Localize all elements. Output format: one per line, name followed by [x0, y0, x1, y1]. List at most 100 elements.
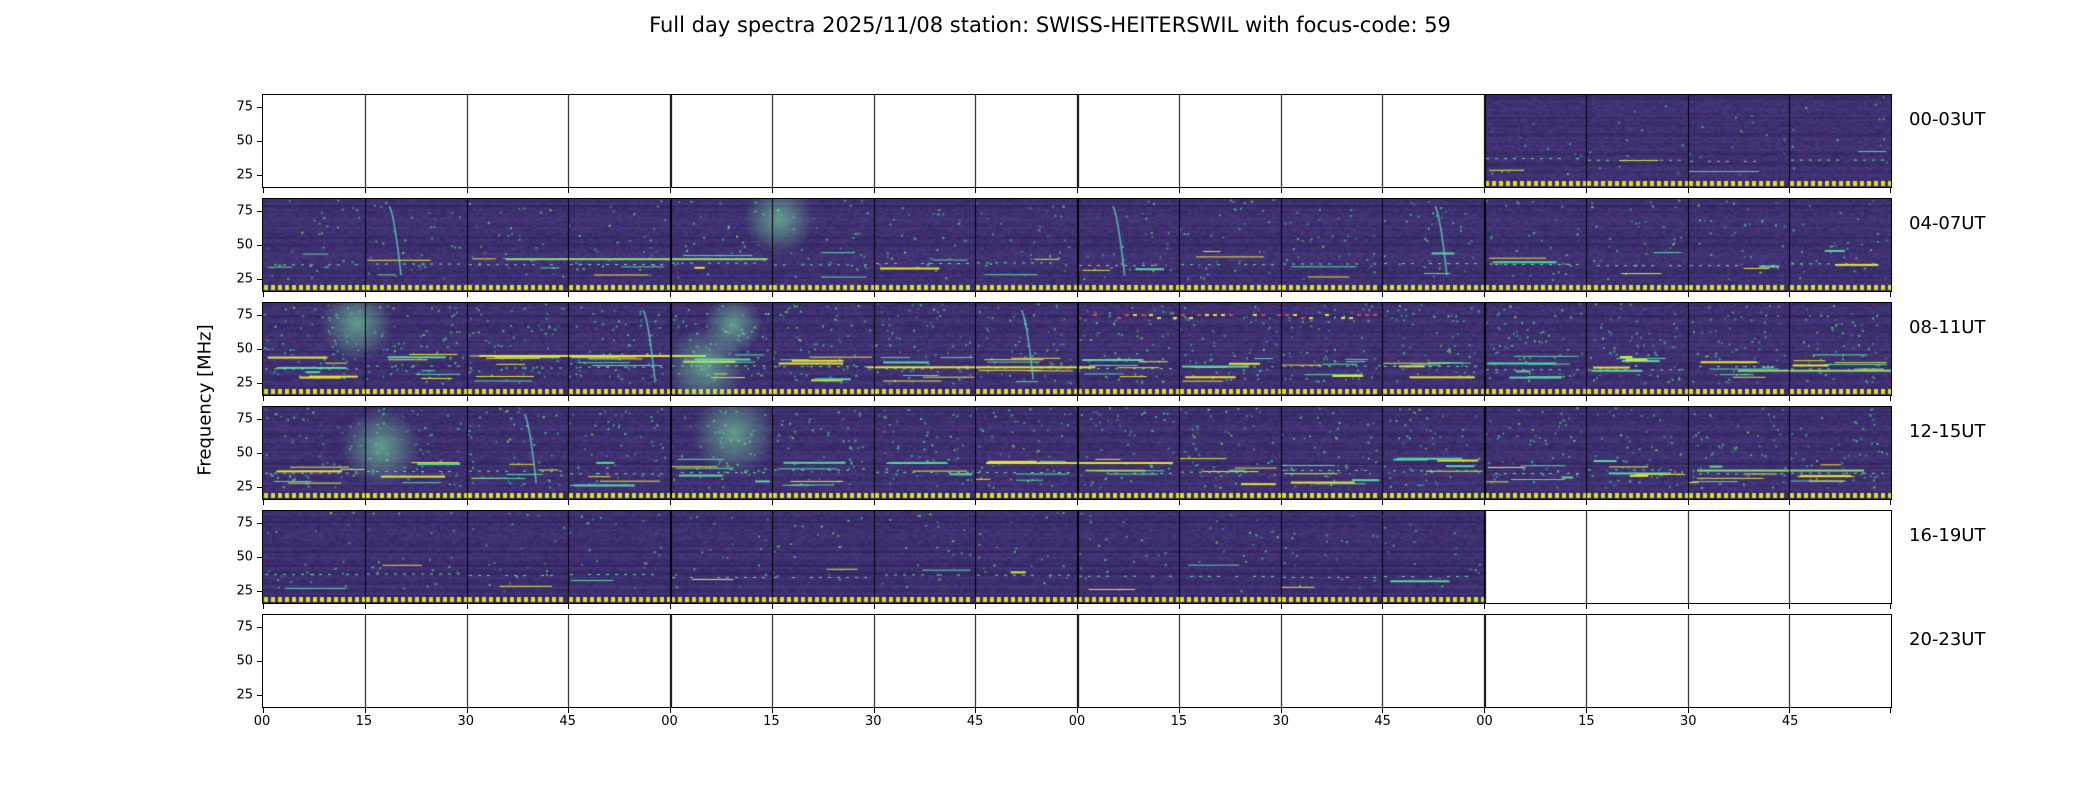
x-tick-mark	[568, 708, 569, 713]
x-tick-mark	[772, 500, 773, 505]
x-tick-mark	[670, 292, 671, 297]
x-tick-label: 45	[1374, 714, 1391, 729]
x-tick-mark	[1890, 396, 1891, 401]
x-tick-mark	[568, 500, 569, 505]
y-tick-label: 50	[236, 445, 253, 461]
y-tick-label: 25	[236, 375, 253, 391]
y-tick-mark	[257, 383, 262, 384]
row-time-range-label: 20-23UT	[1909, 629, 1986, 650]
x-tick-mark	[365, 292, 366, 297]
x-tick-mark	[874, 604, 875, 609]
x-tick-mark	[1688, 188, 1689, 193]
x-tick-mark	[1789, 604, 1790, 609]
x-tick-mark	[1077, 708, 1078, 713]
x-tick-mark	[365, 396, 366, 401]
spectrogram-canvas	[263, 303, 1891, 395]
x-tick-mark	[772, 396, 773, 401]
spectrogram-row: 75 50 25 04-07UT	[236, 198, 1985, 297]
x-axis-tick-labels: 00 15 30 45 00 15 30 45 00 15 30 45 00 15 30 45	[254, 714, 1892, 734]
y-tick-label: 75	[236, 619, 253, 635]
x-tick-mark	[772, 188, 773, 193]
y-tick-label: 25	[236, 271, 253, 287]
x-tick-mark	[1179, 292, 1180, 297]
x-tick-mark	[975, 500, 976, 505]
x-tick-mark	[1382, 500, 1383, 505]
x-tick-mark	[1484, 604, 1485, 609]
x-tick-mark	[670, 396, 671, 401]
x-tick-mark	[1484, 292, 1485, 297]
x-tick-mark	[1382, 396, 1383, 401]
y-tick-label: 75	[236, 99, 253, 115]
row-time-range-label: 08-11UT	[1909, 317, 1986, 338]
spectrogram-canvas	[263, 199, 1891, 291]
x-tick-label: 00	[661, 714, 678, 729]
y-tick-mark	[257, 141, 262, 142]
row-time-range-label: 00-03UT	[1909, 109, 1986, 130]
x-tick-mark	[1890, 708, 1891, 713]
x-tick-mark	[1281, 188, 1282, 193]
x-tick-mark	[772, 604, 773, 609]
x-tick-mark	[975, 292, 976, 297]
spectrogram-canvas	[263, 511, 1891, 603]
y-tick-label: 50	[236, 237, 253, 253]
x-tick-mark	[1586, 396, 1587, 401]
x-tick-mark	[1179, 188, 1180, 193]
y-tick-mark	[257, 557, 262, 558]
x-tick-mark	[1789, 500, 1790, 505]
x-tick-mark	[467, 292, 468, 297]
x-tick-label: 15	[1578, 714, 1595, 729]
x-tick-mark	[1382, 708, 1383, 713]
x-tick-mark	[1382, 604, 1383, 609]
x-tick-mark	[772, 292, 773, 297]
x-tick-mark	[1281, 500, 1282, 505]
x-tick-mark	[670, 604, 671, 609]
x-tick-mark	[1890, 188, 1891, 193]
x-tick-mark	[1789, 396, 1790, 401]
x-tick-mark	[1586, 292, 1587, 297]
x-tick-mark	[1890, 500, 1891, 505]
y-tick-mark	[257, 487, 262, 488]
y-tick-mark	[257, 695, 262, 696]
x-tick-label: 00	[1068, 714, 1086, 729]
x-tick-mark	[1484, 188, 1485, 193]
x-tick-mark	[467, 500, 468, 505]
spectrogram-row: 75 50 25 16-19UT	[236, 510, 1985, 609]
y-tick-mark	[257, 107, 262, 108]
x-tick-mark	[467, 708, 468, 713]
x-tick-label: 30	[1272, 714, 1290, 729]
x-tick-label: 00	[253, 714, 271, 729]
y-tick-mark	[257, 523, 262, 524]
x-tick-mark	[1281, 292, 1282, 297]
y-tick-label: 50	[236, 653, 253, 669]
x-tick-label: 30	[457, 714, 475, 729]
row-time-range-label: 12-15UT	[1909, 421, 1986, 442]
x-tick-mark	[263, 604, 264, 609]
spectrogram-row: 75 50 25 12-15UT	[236, 406, 1985, 505]
x-tick-mark	[772, 708, 773, 713]
x-tick-label: 45	[966, 714, 984, 729]
y-tick-mark	[257, 245, 262, 246]
figure-title: Full day spectra 2025/11/08 station: SWI…	[649, 13, 1451, 37]
spectrogram-row: 75 50 25 08-11UT	[236, 302, 1985, 401]
x-tick-mark	[1688, 500, 1689, 505]
x-tick-mark	[1077, 500, 1078, 505]
x-tick-mark	[975, 188, 976, 193]
row-time-range-label: 16-19UT	[1909, 525, 1986, 546]
x-tick-label: 15	[763, 714, 780, 729]
x-tick-mark	[365, 708, 366, 713]
y-tick-mark	[257, 453, 262, 454]
y-tick-label: 75	[236, 411, 253, 427]
y-tick-label: 50	[236, 341, 253, 357]
x-tick-mark	[1789, 708, 1790, 713]
x-tick-mark	[1179, 396, 1180, 401]
x-tick-mark	[1281, 708, 1282, 713]
x-tick-mark	[1586, 188, 1587, 193]
x-tick-mark	[874, 188, 875, 193]
x-tick-label: 45	[1781, 714, 1799, 729]
spectrogram-row: 75 50 25 00-03UT	[236, 94, 1985, 193]
x-tick-mark	[568, 292, 569, 297]
x-tick-mark	[1382, 292, 1383, 297]
y-tick-label: 50	[236, 549, 253, 565]
y-tick-mark	[257, 349, 262, 350]
